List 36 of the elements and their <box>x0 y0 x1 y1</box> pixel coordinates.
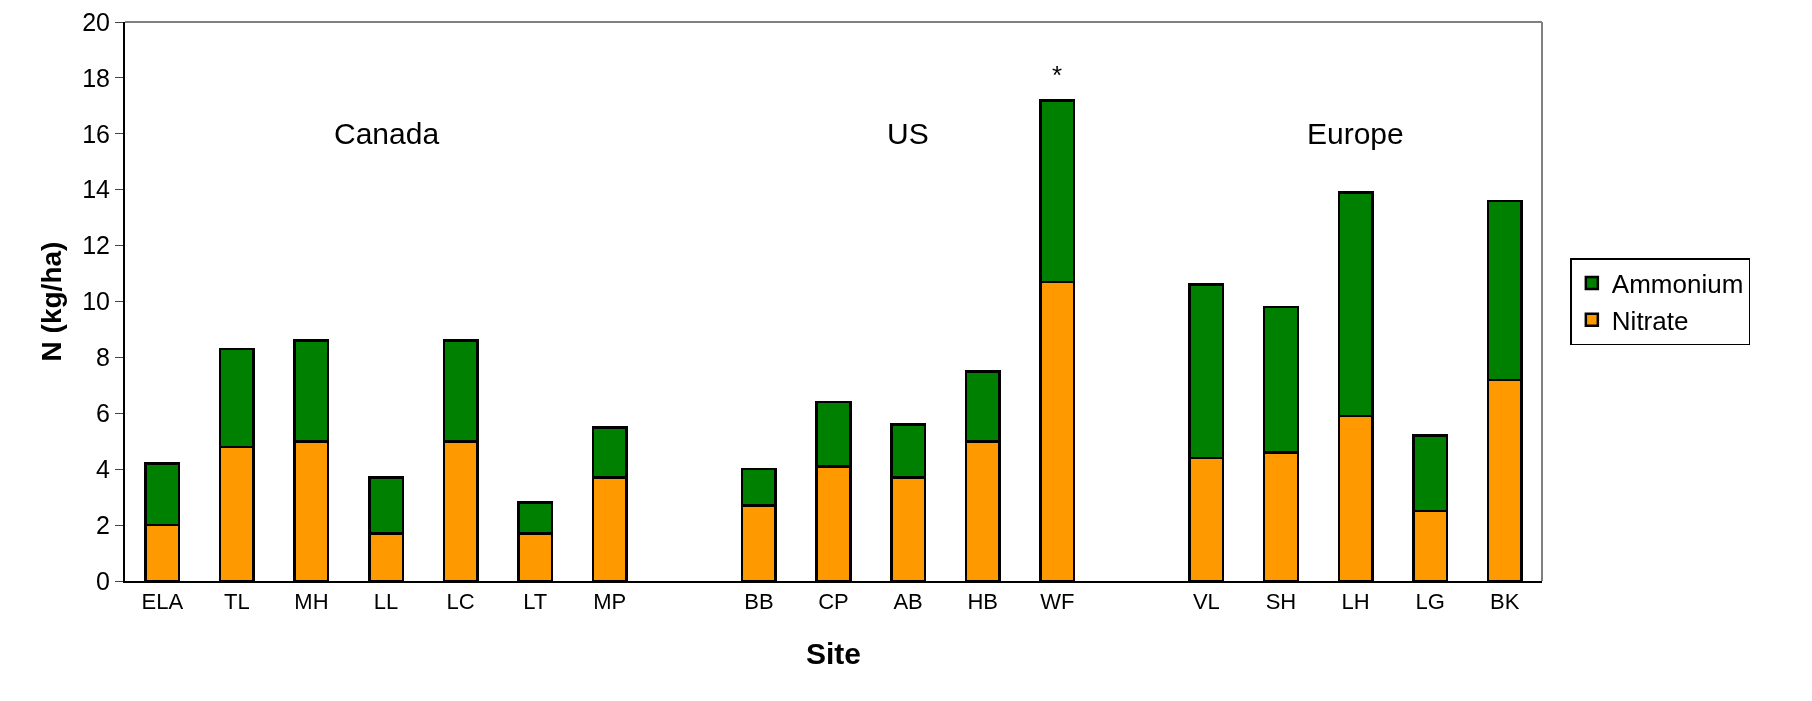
x-tick-label: LT <box>523 589 548 615</box>
y-tick-label: 20 <box>82 7 110 36</box>
x-tick-label: LC <box>446 589 475 615</box>
y-tick-label: 2 <box>96 510 110 539</box>
x-tick-label: MH <box>294 589 329 615</box>
x-tick-label: MP <box>593 589 627 615</box>
legend-label: Nitrate <box>1611 305 1689 336</box>
annotation: US <box>887 117 929 150</box>
x-tick-label: LL <box>373 589 399 615</box>
y-tick-label: 14 <box>82 175 111 204</box>
x-tick-label: VL <box>1192 589 1220 615</box>
annotation: * <box>1052 60 1063 90</box>
y-tick-label: 16 <box>82 119 110 148</box>
x-tick-label: SH <box>1265 589 1297 615</box>
y-axis-title: N (kg/ha) <box>36 241 68 362</box>
x-tick-label: WF <box>1040 589 1075 615</box>
y-tick-label: 12 <box>82 231 110 260</box>
legend-label: Ammonium <box>1611 269 1744 300</box>
x-tick-label: BB <box>744 589 774 615</box>
x-tick-label: CP <box>818 589 849 615</box>
x-tick-label: HB <box>967 589 998 615</box>
y-tick-label: 0 <box>96 566 110 595</box>
annotation: Europe <box>1307 117 1404 150</box>
x-tick-label: ELA <box>141 589 184 615</box>
annotation: Canada <box>334 117 440 150</box>
x-tick-label: AB <box>893 589 923 615</box>
x-axis-title: Site <box>805 637 862 671</box>
x-tick-label: TL <box>224 589 250 615</box>
y-tick-label: 4 <box>96 454 111 483</box>
y-tick-label: 6 <box>96 399 110 428</box>
y-tick-label: 10 <box>82 287 110 316</box>
x-tick-label: BK <box>1490 589 1520 615</box>
x-tick-label: LG <box>1415 589 1445 615</box>
y-tick-label: 8 <box>96 343 110 372</box>
x-tick-label: LH <box>1341 589 1370 615</box>
y-tick-label: 18 <box>82 63 110 92</box>
